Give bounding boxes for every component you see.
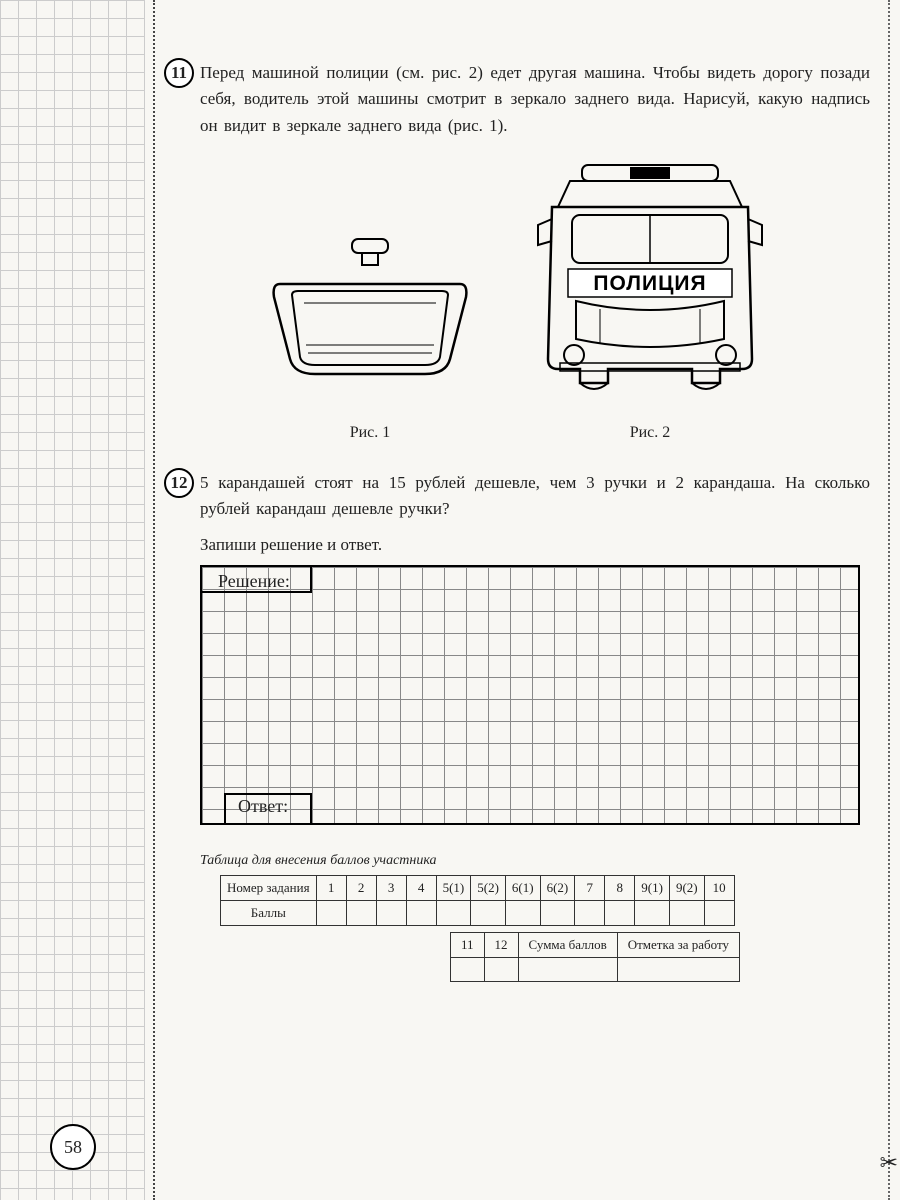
scissors-icon: ✂ [880, 1150, 898, 1176]
binding-dotted-line [153, 0, 155, 1200]
solution-label-cell [202, 567, 312, 593]
col2-mark: Отметка за работу [617, 932, 739, 957]
col-9-1: 9(1) [635, 875, 670, 900]
figure-2: ПОЛИЦИЯ Рис. 2 [520, 159, 780, 442]
task-11-text: Перед машиной полиции (см. рис. 2) едет … [200, 60, 870, 139]
task-12-instruction: Запиши решение и ответ. [200, 535, 870, 555]
figure-1-label: Рис. 1 [260, 424, 480, 442]
cut-dotted-line [888, 0, 890, 1200]
task-12: 12 5 карандашей стоят на 15 рублей дешев… [170, 470, 870, 825]
mirror-svg [260, 229, 480, 409]
col-8: 8 [605, 875, 635, 900]
col2-sum: Сумма баллов [518, 932, 617, 957]
solution-grid: Решение: Ответ: [200, 565, 860, 825]
col-3: 3 [376, 875, 406, 900]
score-row-values: Баллы [221, 900, 735, 925]
col2-11: 11 [451, 932, 485, 957]
task-number-11: 11 [164, 58, 194, 88]
col-4: 4 [406, 875, 436, 900]
col-6-2: 6(2) [540, 875, 575, 900]
task-11: 11 Перед машиной полиции (см. рис. 2) ед… [170, 60, 870, 442]
page-number: 58 [50, 1124, 96, 1170]
col-10: 10 [704, 875, 734, 900]
figure-1: Рис. 1 [260, 229, 480, 442]
score-table-main: Номер задания 1 2 3 4 5(1) 5(2) 6(1) 6(2… [220, 875, 735, 926]
score-table-caption: Таблица для внесения баллов участника [200, 853, 870, 869]
col-6-1: 6(1) [505, 875, 540, 900]
page-content: 11 Перед машиной полиции (см. рис. 2) ед… [170, 60, 870, 982]
task-number-12: 12 [164, 468, 194, 498]
col-5-2: 5(2) [471, 875, 506, 900]
task-12-text: 5 карандашей стоят на 15 рублей дешевле,… [200, 470, 870, 523]
col-9-2: 9(2) [669, 875, 704, 900]
left-margin-grid [0, 0, 145, 1200]
col-5-1: 5(1) [436, 875, 471, 900]
score2-row-values [451, 957, 740, 981]
police-text: ПОЛИЦИЯ [593, 272, 706, 295]
answer-label-cell [224, 793, 312, 823]
task-11-figures: Рис. 1 [170, 159, 870, 442]
figure-2-label: Рис. 2 [520, 424, 780, 442]
solution-box: Решение: Ответ: [200, 565, 870, 825]
score2-row-header: 11 12 Сумма баллов Отметка за работу [451, 932, 740, 957]
col2-12: 12 [484, 932, 518, 957]
score-row-header: Номер задания 1 2 3 4 5(1) 5(2) 6(1) 6(2… [221, 875, 735, 900]
col-2: 2 [346, 875, 376, 900]
score-table-secondary: 11 12 Сумма баллов Отметка за работу [450, 932, 740, 982]
col-7: 7 [575, 875, 605, 900]
score-row2-label: Баллы [221, 900, 317, 925]
police-van-svg: ПОЛИЦИЯ [520, 159, 780, 409]
score-row1-label: Номер задания [221, 875, 317, 900]
col-1: 1 [316, 875, 346, 900]
